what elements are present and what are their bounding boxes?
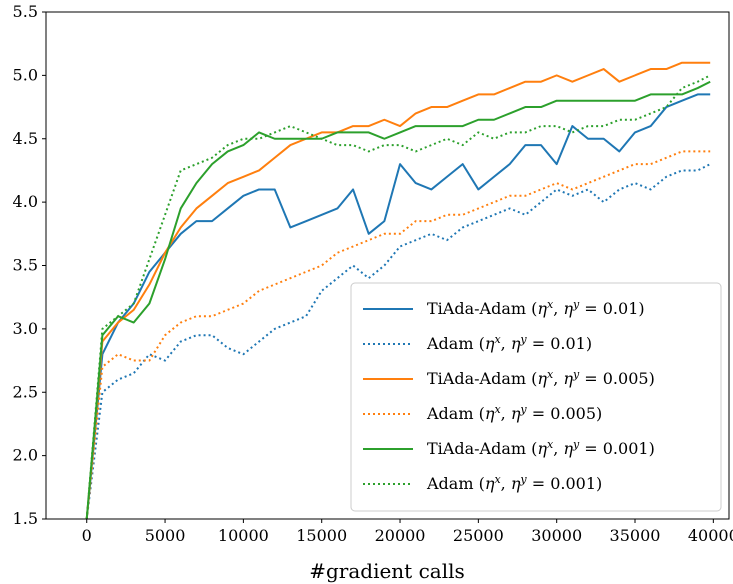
- legend-math: x: [494, 333, 501, 346]
- legend-math: y: [519, 403, 527, 416]
- x-tick-label: 35000: [610, 526, 661, 545]
- legend-entry-prefix: Adam (: [426, 404, 485, 423]
- y-tick-label: 5.0: [13, 65, 38, 84]
- legend-math: η: [563, 299, 573, 318]
- legend-math: η: [485, 334, 495, 353]
- legend-math: η: [511, 404, 521, 423]
- legend-math: = 0.005: [579, 369, 648, 388]
- legend-math: y: [519, 333, 527, 346]
- x-tick-label: 0: [82, 526, 92, 545]
- legend-math: η: [537, 439, 547, 458]
- legend-math: x: [547, 368, 554, 381]
- legend-entry-1: Adam (ηx, ηy = 0.01): [426, 333, 592, 353]
- legend-math: η: [537, 299, 547, 318]
- legend-math: ,: [553, 299, 563, 318]
- legend-math: ,: [501, 474, 511, 493]
- legend-math: x: [494, 403, 501, 416]
- legend-entry-4: TiAda-Adam (ηx, ηy = 0.001): [427, 438, 655, 458]
- legend-math: η: [563, 439, 573, 458]
- legend-math: η: [511, 334, 521, 353]
- y-tick-label: 2.5: [13, 382, 38, 401]
- x-axis-label: #gradient calls: [309, 559, 465, 583]
- series-line-0: [85, 93, 711, 519]
- x-tick-label: 25000: [453, 526, 504, 545]
- legend-math: x: [494, 473, 501, 486]
- x-tick-label: 15000: [296, 526, 347, 545]
- legend-entry-prefix: Adam (: [426, 334, 485, 353]
- legend-math: y: [572, 368, 580, 381]
- legend-entry-suffix: ): [638, 299, 644, 318]
- series-layer: [85, 61, 711, 519]
- y-tick-label: 1.5: [13, 509, 38, 528]
- legend-box: [350, 282, 722, 512]
- legend-math: y: [572, 298, 580, 311]
- legend: TiAda-Adam (ηx, ηy = 0.01)Adam (ηx, ηy =…: [350, 282, 722, 512]
- legend-entry-suffix: ): [649, 439, 655, 458]
- legend-entry-suffix: ): [596, 474, 602, 493]
- x-tick-label: 20000: [375, 526, 426, 545]
- y-tick-label: 2.0: [13, 446, 38, 465]
- series-line-4: [85, 80, 711, 519]
- legend-math: ,: [553, 439, 563, 458]
- legend-math: η: [537, 369, 547, 388]
- legend-entry-prefix: TiAda-Adam (: [427, 369, 537, 388]
- legend-entry-5: Adam (ηx, ηy = 0.001): [426, 473, 602, 493]
- x-axis-ticks: 0 5000 10000 15000 20000 25000 30000 35000 40000: [82, 519, 733, 545]
- x-tick-label: 40000: [688, 526, 733, 545]
- series-line-3: [85, 150, 711, 519]
- x-tick-label: 5000: [145, 526, 186, 545]
- x-tick-label: 30000: [531, 526, 582, 545]
- legend-math: = 0.01: [579, 299, 638, 318]
- legend-math: ,: [501, 334, 511, 353]
- legend-math: = 0.005: [527, 404, 596, 423]
- series-line-2: [85, 61, 711, 519]
- legend-entry-suffix: ): [596, 404, 602, 423]
- x-tick-label: 10000: [218, 526, 269, 545]
- legend-math: y: [572, 438, 580, 451]
- legend-math: x: [547, 298, 554, 311]
- y-tick-label: 5.5: [13, 2, 38, 21]
- y-tick-label: 4.5: [13, 129, 38, 148]
- legend-entry-prefix: TiAda-Adam (: [427, 299, 537, 318]
- legend-entry-2: TiAda-Adam (ηx, ηy = 0.005): [427, 368, 655, 388]
- y-tick-label: 4.0: [13, 192, 38, 211]
- legend-math: η: [563, 369, 573, 388]
- y-axis-ticks: 1.5 2.0 2.5 3.0 3.5 4.0 4.5 5.0 5.5: [13, 2, 46, 528]
- legend-entry-suffix: ): [649, 369, 655, 388]
- legend-math: = 0.001: [527, 474, 596, 493]
- legend-math: η: [485, 474, 495, 493]
- legend-entry-0: TiAda-Adam (ηx, ηy = 0.01): [427, 298, 645, 318]
- legend-math: = 0.01: [527, 334, 586, 353]
- legend-entry-prefix: Adam (: [426, 474, 485, 493]
- legend-math: ,: [501, 404, 511, 423]
- legend-math: = 0.001: [579, 439, 648, 458]
- y-tick-label: 3.0: [13, 319, 38, 338]
- legend-entry-suffix: ): [586, 334, 592, 353]
- legend-entry-prefix: TiAda-Adam (: [427, 439, 537, 458]
- legend-math: ,: [553, 369, 563, 388]
- legend-math: η: [485, 404, 495, 423]
- legend-math: x: [547, 438, 554, 451]
- y-tick-label: 3.5: [13, 256, 38, 275]
- legend-math: η: [511, 474, 521, 493]
- legend-math: y: [519, 473, 527, 486]
- legend-entry-3: Adam (ηx, ηy = 0.005): [426, 403, 602, 423]
